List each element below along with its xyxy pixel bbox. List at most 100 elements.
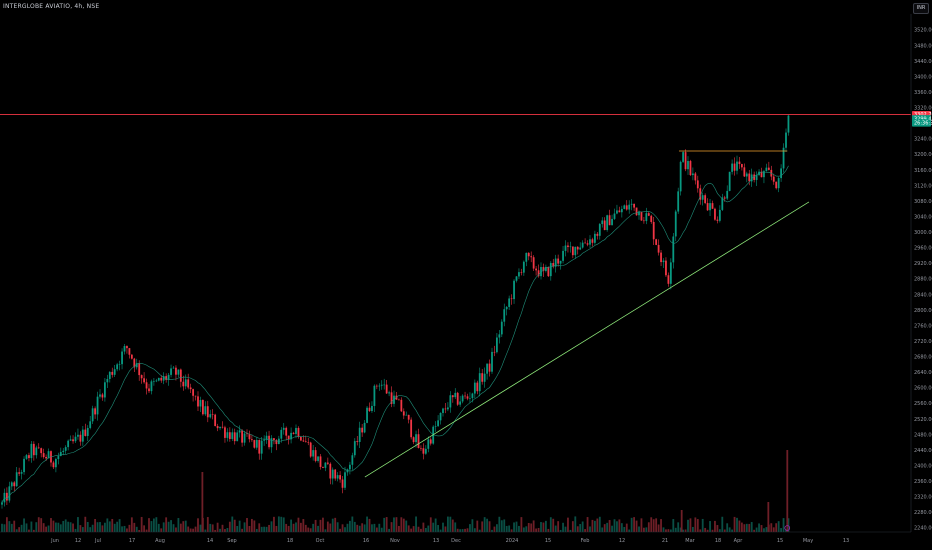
candle-body bbox=[635, 207, 638, 216]
volume-bar bbox=[106, 518, 109, 532]
volume-bar bbox=[15, 529, 18, 532]
volume-bar bbox=[334, 517, 337, 532]
volume-bar bbox=[417, 526, 420, 532]
volume-bar bbox=[466, 528, 469, 532]
candle-body bbox=[530, 256, 533, 258]
x-tick-label: 18 bbox=[287, 538, 293, 544]
volume-bar bbox=[532, 520, 535, 532]
volume-bar bbox=[349, 520, 351, 532]
candle-body bbox=[378, 385, 381, 387]
volume-bar bbox=[733, 516, 736, 532]
volume-bar bbox=[469, 524, 471, 532]
candle-body bbox=[638, 211, 640, 216]
candle-body bbox=[55, 459, 57, 468]
candle-body bbox=[15, 472, 18, 487]
volume-bar bbox=[640, 518, 643, 532]
volume-bar bbox=[772, 527, 775, 532]
candle-body bbox=[679, 161, 682, 192]
volume-bar bbox=[260, 526, 263, 532]
volume-bar bbox=[91, 524, 94, 532]
candle-body bbox=[319, 456, 322, 467]
volume-bar bbox=[679, 527, 682, 532]
y-tick-label: 2400.00 bbox=[914, 463, 932, 469]
x-tick-label: 15 bbox=[545, 538, 551, 544]
volume-bar bbox=[263, 526, 266, 532]
candle-body bbox=[623, 205, 626, 209]
volume-bar bbox=[268, 524, 270, 532]
candle-body bbox=[545, 266, 547, 271]
volume-bar bbox=[694, 517, 697, 532]
volume-bar bbox=[420, 528, 422, 532]
candle-body bbox=[559, 260, 562, 264]
volume-bar bbox=[241, 528, 243, 532]
candle-body bbox=[738, 161, 741, 165]
candle-body bbox=[8, 486, 11, 501]
y-tick-label: 3480.00 bbox=[914, 43, 932, 49]
volume-bar bbox=[743, 524, 746, 532]
volume-bar bbox=[540, 522, 542, 532]
candle-body bbox=[562, 250, 564, 261]
candle-body bbox=[655, 239, 658, 245]
candle-body bbox=[221, 426, 224, 428]
volume-bar bbox=[770, 523, 773, 532]
candle-body bbox=[412, 437, 415, 443]
volume-bar bbox=[304, 524, 307, 532]
volume-bar bbox=[398, 525, 400, 532]
candle-body bbox=[424, 448, 427, 454]
candle-body bbox=[481, 373, 484, 382]
volume-bar bbox=[618, 519, 621, 532]
volume-bar bbox=[439, 529, 442, 532]
volume-bar bbox=[25, 523, 28, 532]
candle-body bbox=[197, 396, 199, 407]
candle-body bbox=[104, 382, 106, 398]
candle-body bbox=[616, 210, 618, 214]
volume-bar bbox=[128, 524, 131, 532]
volume-bar bbox=[503, 519, 506, 532]
candle-body bbox=[498, 334, 501, 338]
volume-bar bbox=[89, 527, 92, 532]
candle-body bbox=[581, 242, 584, 248]
candle-body bbox=[326, 462, 329, 464]
candle-body bbox=[660, 252, 662, 263]
volume-bar bbox=[716, 525, 719, 532]
candle-body bbox=[665, 260, 667, 276]
volume-bar bbox=[84, 516, 87, 532]
volume-bar bbox=[785, 529, 787, 532]
candle-body bbox=[576, 246, 579, 250]
y-tick-label: 3360.00 bbox=[914, 90, 932, 96]
candle-body bbox=[79, 434, 82, 442]
volume-bar bbox=[194, 526, 197, 532]
volume-bar bbox=[496, 524, 498, 532]
volume-bar bbox=[192, 528, 194, 532]
volume-bar bbox=[589, 526, 591, 532]
volume-bar bbox=[667, 529, 670, 532]
volume-bar bbox=[660, 519, 662, 532]
volume-bar bbox=[297, 517, 300, 532]
candle-body bbox=[527, 252, 530, 257]
candle-body bbox=[579, 247, 582, 250]
y-tick-label: 2800.00 bbox=[914, 308, 932, 314]
candle-body bbox=[273, 438, 275, 441]
candle-body bbox=[429, 439, 432, 444]
volume-bar bbox=[669, 529, 672, 532]
volume-bar bbox=[750, 522, 753, 532]
candle-body bbox=[224, 427, 226, 438]
candle-body bbox=[650, 215, 653, 222]
volume-bar bbox=[775, 523, 778, 532]
candle-body bbox=[714, 208, 716, 220]
volume-bar bbox=[567, 517, 569, 532]
currency-button[interactable]: INR bbox=[913, 3, 929, 14]
moving-average-line bbox=[1, 165, 789, 503]
volume-bar bbox=[81, 527, 84, 532]
volume-bar bbox=[689, 518, 692, 532]
y-tick-label: 2840.00 bbox=[914, 292, 932, 298]
x-tick-label: 14 bbox=[207, 538, 213, 544]
volume-bar bbox=[684, 529, 687, 532]
candle-body bbox=[537, 270, 540, 277]
candle-body bbox=[417, 434, 420, 449]
volume-bar bbox=[255, 528, 258, 532]
candle-body bbox=[694, 173, 697, 181]
volume-bar bbox=[189, 528, 192, 532]
candle-body bbox=[442, 408, 444, 413]
